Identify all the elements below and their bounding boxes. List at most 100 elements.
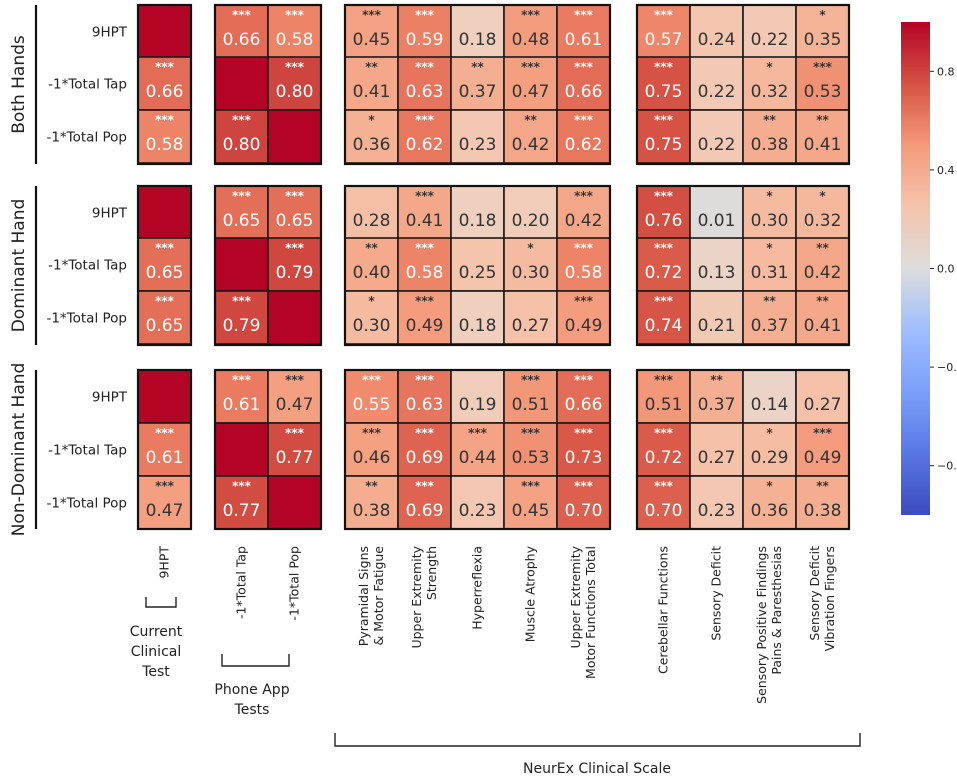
significance-marker: *** [574, 426, 594, 440]
significance-marker: *** [654, 479, 674, 493]
row-group-label: Dominant Hand [9, 199, 29, 333]
cell-value-label: 0.30 [751, 211, 789, 231]
heatmap-cell [503, 290, 558, 345]
heatmap-cell [795, 290, 850, 345]
column-label: Sensory Positive Findings [754, 546, 769, 704]
heatmap-cell [267, 109, 322, 164]
significance-marker: ** [816, 241, 829, 255]
cell-value-label: 0.36 [353, 135, 391, 155]
heatmap-cell [214, 237, 269, 292]
heatmap-labels: 9HPT -1*Total Tap -1*Total Pop 9HPT -1*Total… [9, 5, 861, 777]
significance-marker: *** [654, 426, 674, 440]
significance-marker: *** [232, 479, 252, 493]
significance-marker: * [368, 113, 375, 127]
cell-value-label: 0.66 [223, 30, 261, 50]
cell-value-label: 0.61 [146, 448, 184, 468]
significance-marker: *** [232, 189, 252, 203]
row-label: -1*Total Pop [46, 311, 127, 327]
cell-value-label: 0.36 [751, 501, 789, 521]
colorbar-tick-label: 0.0 [937, 263, 955, 276]
significance-marker: *** [521, 373, 541, 387]
significance-marker: *** [654, 241, 674, 255]
significance-marker: ** [816, 294, 829, 308]
significance-marker: *** [574, 294, 594, 308]
heatmap-cell [503, 4, 558, 59]
cell-value-label: 0.19 [459, 395, 497, 415]
cell-value-label: 0.57 [645, 30, 683, 50]
heatmap-cell [214, 56, 269, 111]
significance-marker: *** [285, 373, 305, 387]
significance-marker: *** [574, 8, 594, 22]
heatmap-block-border [136, 3, 193, 166]
cell-value-label: 0.62 [406, 135, 444, 155]
significance-marker: *** [574, 241, 594, 255]
significance-marker: ** [763, 294, 776, 308]
cell-value-label: 0.22 [698, 82, 736, 102]
significance-marker: ** [365, 60, 378, 74]
significance-marker: *** [654, 60, 674, 74]
bracket-neurex [334, 733, 861, 747]
significance-marker: *** [415, 241, 435, 255]
significance-marker: *** [155, 113, 175, 127]
cell-value-label: 0.32 [751, 82, 789, 102]
column-group-label: Tests [234, 702, 270, 718]
significance-marker: *** [468, 426, 488, 440]
heatmap-block-border [213, 3, 323, 166]
heatmap-block-border [343, 368, 612, 531]
significance-marker: *** [521, 60, 541, 74]
cell-value-label: 0.58 [565, 263, 603, 283]
column-label: Motor Functions Total [583, 546, 598, 679]
heatmap-cell [636, 475, 691, 530]
heatmap-cell [689, 237, 744, 292]
heatmap-cell [556, 237, 611, 292]
cell-value-label: 0.40 [353, 263, 391, 283]
heatmap-block-border [343, 184, 612, 347]
cell-value-label: 0.13 [698, 263, 736, 283]
column-group-label: Test [141, 664, 170, 680]
significance-marker: *** [155, 426, 175, 440]
cell-value-label: 0.38 [804, 501, 842, 521]
cell-value-label: 0.47 [146, 501, 184, 521]
significance-marker: ** [763, 113, 776, 127]
significance-marker: *** [415, 479, 435, 493]
heatmap-cell [556, 422, 611, 477]
column-label: Cerebellar Functions [656, 546, 671, 674]
heatmap-cell [397, 290, 452, 345]
row-group-label: Non-Dominant Hand [9, 363, 29, 537]
cell-value-label: 0.61 [223, 395, 261, 415]
heatmap-cell [137, 237, 192, 292]
significance-marker: *** [285, 241, 305, 255]
bracket-current-clinical [145, 597, 177, 608]
significance-marker: * [766, 241, 773, 255]
significance-marker: * [766, 189, 773, 203]
heatmap-cell [742, 422, 797, 477]
significance-marker: * [766, 60, 773, 74]
significance-marker: *** [574, 113, 594, 127]
significance-marker: *** [415, 113, 435, 127]
heatmap-cell [267, 422, 322, 477]
heatmap-block-border [635, 3, 851, 166]
column-group-label: NeurEx Clinical Scale [523, 761, 671, 777]
cell-value-label: 0.35 [804, 30, 842, 50]
cell-value-label: 0.58 [406, 263, 444, 283]
significance-marker: *** [285, 60, 305, 74]
cell-value-label: 0.42 [565, 211, 603, 231]
cell-value-label: 0.63 [406, 395, 444, 415]
cell-value-label: 0.27 [512, 316, 550, 336]
cell-value-label: 0.63 [406, 82, 444, 102]
significance-marker: *** [415, 8, 435, 22]
heatmap-block-border [343, 3, 612, 166]
cell-value-label: 0.73 [565, 448, 603, 468]
column-label: & Motor Fatigue [371, 546, 386, 646]
significance-marker: *** [654, 189, 674, 203]
colorbar: 0.8 0.4 0.0 −0.4 −0.8 [901, 22, 957, 515]
cell-value-label: 0.30 [353, 316, 391, 336]
significance-marker: * [766, 426, 773, 440]
cell-value-label: 0.65 [146, 316, 184, 336]
cell-value-label: 0.72 [645, 263, 683, 283]
heatmap-cell [267, 237, 322, 292]
bracket-phone-app [221, 654, 290, 667]
cell-value-label: 0.31 [751, 263, 789, 283]
heatmap-cells: ***0.66***0.58***0.45***0.59 0.18***0.48*… [136, 3, 851, 531]
heatmap-cell [689, 475, 744, 530]
